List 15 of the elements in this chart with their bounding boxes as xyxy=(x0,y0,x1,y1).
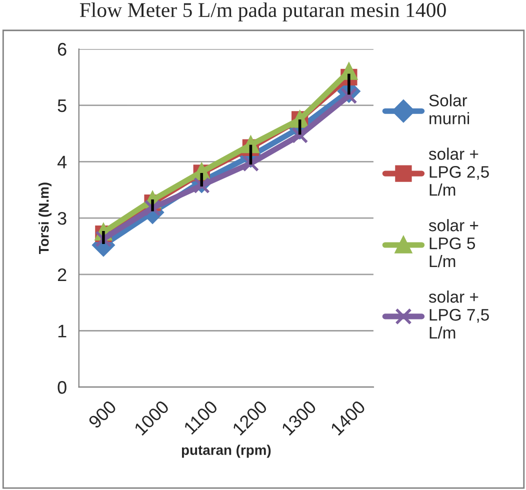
y-tick-label: 0 xyxy=(58,381,66,394)
y-tick-label: 6 xyxy=(58,42,66,56)
legend-label: solar + LPG 7,5 L/m xyxy=(428,290,489,339)
y-axis-title: Torsi (N.m) xyxy=(38,182,52,254)
legend-label: solar + LPG 2,5 L/m xyxy=(428,148,489,196)
y-tick-label: 5 xyxy=(58,99,66,112)
chart-title: Flow Meter 5 L/m pada putaran mesin 1400 xyxy=(80,2,446,22)
y-tick-label: 1 xyxy=(58,324,66,338)
legend-label: solar + LPG 5 L/m xyxy=(428,219,478,268)
x-axis-title: putaran (rpm) xyxy=(182,444,271,458)
y-tick-label: 2 xyxy=(58,268,66,281)
legend-label: Solar murni xyxy=(429,94,470,124)
x-tick-label: 900 xyxy=(88,400,118,429)
y-tick-label: 3 xyxy=(58,212,66,225)
y-tick-label: 4 xyxy=(57,156,67,168)
